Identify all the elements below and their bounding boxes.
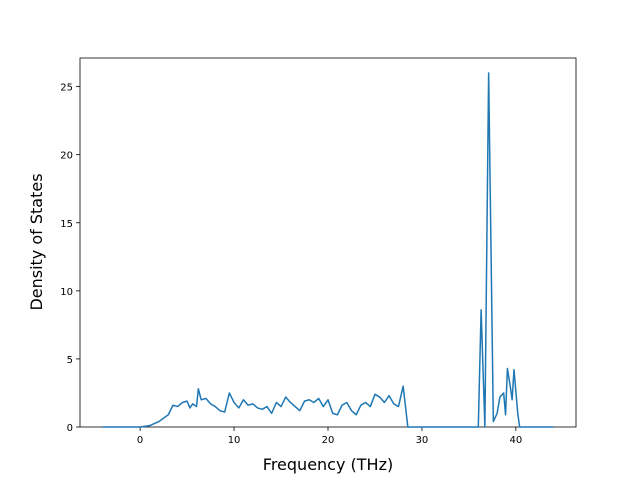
x-tick-label: 30: [416, 435, 429, 446]
y-tick-label: 5: [67, 355, 73, 366]
x-tick-label: 10: [228, 435, 241, 446]
y-axis-label: Density of States: [27, 173, 46, 310]
y-tick-label: 10: [60, 287, 73, 298]
y-tick-label: 0: [67, 423, 73, 434]
x-tick-label: 20: [322, 435, 335, 446]
y-tick-label: 25: [60, 83, 73, 94]
y-tick-label: 15: [60, 219, 73, 230]
x-tick-label: 0: [137, 435, 143, 446]
data-line: [102, 72, 554, 428]
y-tick-label: 20: [60, 151, 73, 162]
plot-frame: [79, 57, 577, 428]
x-tick-label: 40: [510, 435, 523, 446]
x-axis-label: Frequency (THz): [263, 455, 393, 474]
